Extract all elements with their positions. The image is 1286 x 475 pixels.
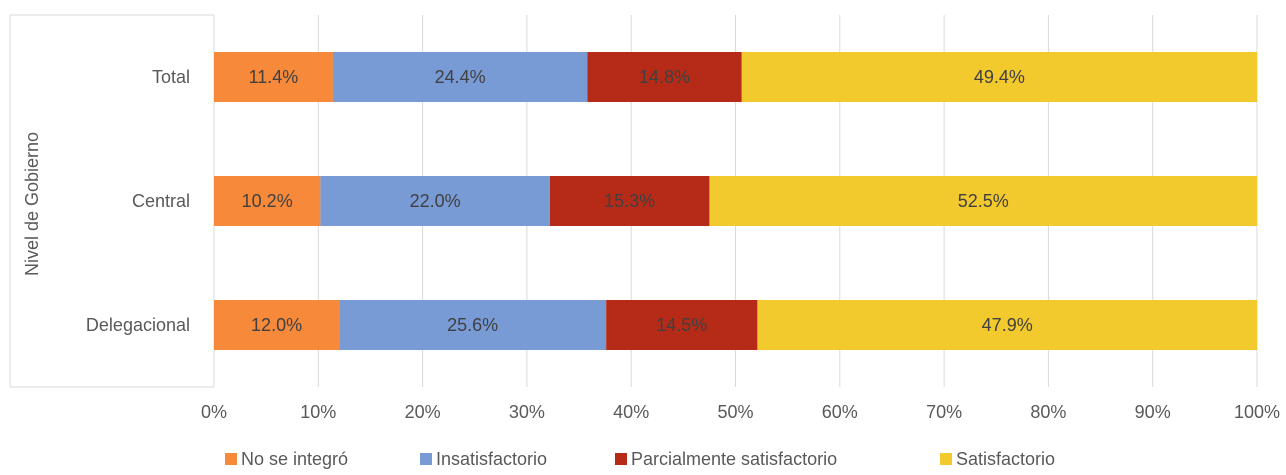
x-tick-label: 10% <box>300 402 336 422</box>
x-tick-labels: 0% 10% 20% 30% 40% 50% 60% 70% 80% 90% 100% <box>201 402 1280 422</box>
x-tick-label: 100% <box>1234 402 1280 422</box>
data-label: 12.0% <box>251 315 302 335</box>
category-label: Delegacional <box>86 315 190 335</box>
y-axis-title: Nivel de Gobierno <box>22 132 42 276</box>
data-label: 14.5% <box>656 315 707 335</box>
legend-label: Satisfactorio <box>956 449 1055 469</box>
data-label: 14.8% <box>639 67 690 87</box>
x-tick-label: 70% <box>926 402 962 422</box>
x-tick-label: 80% <box>1030 402 1066 422</box>
bar-segment <box>606 300 758 350</box>
bar-segment <box>709 176 1257 226</box>
data-label: 22.0% <box>410 191 461 211</box>
data-label: 25.6% <box>447 315 498 335</box>
data-label: 11.4% <box>249 67 299 87</box>
data-label: 10.2% <box>242 191 293 211</box>
x-tick-label: 50% <box>717 402 753 422</box>
x-tick-label: 60% <box>822 402 858 422</box>
legend-label: Parcialmente satisfactorio <box>631 449 837 469</box>
data-label: 49.4% <box>974 67 1025 87</box>
data-label: 52.5% <box>958 191 1009 211</box>
x-tick-label: 20% <box>405 402 441 422</box>
bar-segment <box>214 176 321 226</box>
bar-segment <box>332 52 588 102</box>
bar-segment <box>339 300 607 350</box>
category-labels: Total Central Delegacional <box>86 67 190 335</box>
x-tick-label: 30% <box>509 402 545 422</box>
data-label: 15.3% <box>604 191 655 211</box>
category-label: Total <box>152 67 190 87</box>
x-tick-label: 90% <box>1135 402 1171 422</box>
legend-swatch <box>615 453 627 465</box>
legend-swatch <box>420 453 432 465</box>
legend-label: Insatisfactorio <box>436 449 547 469</box>
x-tick-label: 40% <box>613 402 649 422</box>
data-label: 47.9% <box>982 315 1033 335</box>
bar-segment <box>741 52 1257 102</box>
bar-segment <box>549 176 710 226</box>
x-tick-label: 0% <box>201 402 227 422</box>
legend-label: No se integró <box>241 449 348 469</box>
legend: No se integró Insatisfactorio Parcialmente… <box>225 449 1055 469</box>
legend-swatch <box>940 453 952 465</box>
category-axis-frame <box>9 14 214 388</box>
bar-segment <box>214 300 340 350</box>
bar-segment <box>214 52 333 102</box>
bar-segment <box>587 52 742 102</box>
legend-swatch <box>225 453 237 465</box>
bar-segment <box>757 300 1257 350</box>
data-label: 24.4% <box>435 67 486 87</box>
category-label: Central <box>132 191 190 211</box>
bars: 11.4% 24.4% 14.8% 49.4% 10.2% 22.0% 15.3% 52.5%… <box>214 52 1257 350</box>
bar-segment <box>320 176 550 226</box>
